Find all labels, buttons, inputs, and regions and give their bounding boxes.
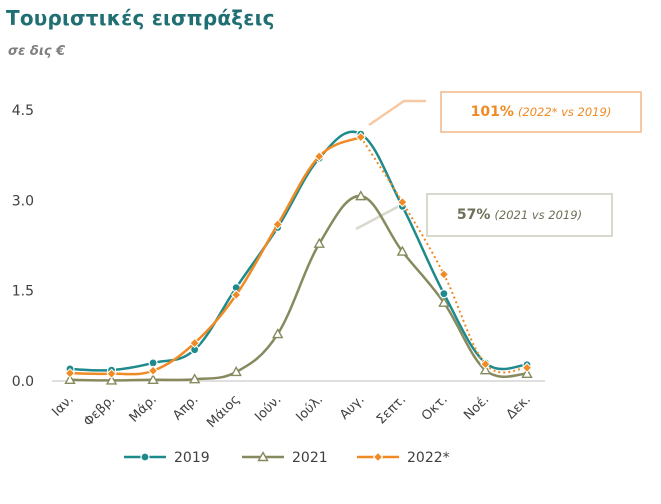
- y-tick-label: 1.5: [12, 284, 34, 300]
- data-point: [397, 196, 408, 208]
- data-point: [438, 296, 450, 307]
- callout-leader-2022: [368, 99, 426, 127]
- x-tick-label: Φεβρ.: [81, 392, 118, 429]
- callout-2022-note: (2022* vs 2019): [517, 105, 612, 119]
- callout-leaders: [355, 99, 426, 231]
- data-point: [479, 364, 492, 375]
- series-2021: [64, 190, 533, 385]
- x-tick-label: Ιαν.: [49, 392, 76, 419]
- y-tick-label: 3.0: [12, 193, 34, 209]
- x-tick-label: Δεκ.: [504, 392, 534, 422]
- y-axis: 0.0 1.5 3.0 4.5: [12, 103, 34, 390]
- data-point: [272, 219, 283, 230]
- callout-2022-pct: 101%: [470, 104, 514, 120]
- data-point: [438, 269, 450, 280]
- callout-2021-pct: 57%: [456, 207, 491, 223]
- data-point: [355, 190, 367, 201]
- data-point: [106, 368, 117, 379]
- x-tick-label: Σεπτ.: [374, 392, 409, 427]
- y-tick-label: 0.0: [12, 374, 34, 390]
- data-point: [313, 237, 325, 248]
- callout-2021-vs-2019: 57% (2021 vs 2019): [426, 193, 613, 237]
- x-tick-label: Αυγ.: [337, 392, 368, 423]
- legend-marker: [257, 451, 269, 462]
- legend-item-2019: 2019: [124, 450, 210, 466]
- data-point: [105, 374, 118, 385]
- data-point: [521, 367, 533, 378]
- data-point: [480, 358, 491, 370]
- x-tick-label: Απρ.: [170, 392, 201, 423]
- legend-item-2021: 2021: [242, 450, 328, 466]
- x-tick-label: Ιούλ.: [293, 392, 326, 425]
- chart-title: Τουριστικές εισπράξεις: [6, 6, 275, 30]
- data-point: [230, 289, 242, 301]
- chart-subtitle: σε δις €: [8, 44, 66, 59]
- legend-label: 2019: [174, 450, 210, 466]
- legend: 2019 2021 2022*: [124, 450, 450, 466]
- series-line-2019: [69, 130, 528, 372]
- data-point: [396, 245, 409, 256]
- y-tick-label: 4.5: [12, 103, 34, 119]
- data-point: [64, 367, 76, 379]
- data-point: [521, 362, 533, 373]
- callout-2022-vs-2019: 101% (2022* vs 2019): [440, 91, 642, 133]
- x-tick-label: Ιούν.: [252, 392, 284, 424]
- x-tick-label: Οκτ.: [419, 392, 451, 424]
- series-line-2022: [69, 135, 362, 376]
- legend-item-2022: 2022*: [357, 450, 450, 466]
- legend-label: 2022*: [407, 450, 450, 466]
- data-point: [272, 328, 284, 339]
- data-point: [355, 131, 367, 143]
- data-point: [439, 289, 449, 299]
- series-layer: [64, 129, 533, 385]
- data-point: [147, 365, 159, 376]
- data-point: [188, 373, 201, 384]
- callout-leader-2021: [355, 202, 404, 231]
- x-axis: Ιαν. Φεβρ. Μάρ. Απρ. Μάιος Ιούν. Ιούλ. Αυγ. Σεπτ…: [49, 380, 545, 431]
- x-tick-label: Μάρ.: [127, 392, 160, 425]
- callout-2021-note: (2021 vs 2019): [494, 208, 583, 222]
- x-tick-label: Μάιος: [204, 392, 243, 431]
- data-point: [189, 337, 200, 349]
- series-2022: [64, 131, 533, 379]
- legend-label: 2021: [292, 450, 328, 466]
- legend-marker: [140, 452, 150, 462]
- data-point: [314, 151, 325, 162]
- data-point: [230, 366, 242, 377]
- data-point: [147, 373, 159, 384]
- x-tick-label: Νοέ.: [461, 392, 492, 423]
- series-2019: [65, 129, 532, 375]
- legend-marker: [372, 451, 384, 463]
- data-point: [64, 373, 76, 384]
